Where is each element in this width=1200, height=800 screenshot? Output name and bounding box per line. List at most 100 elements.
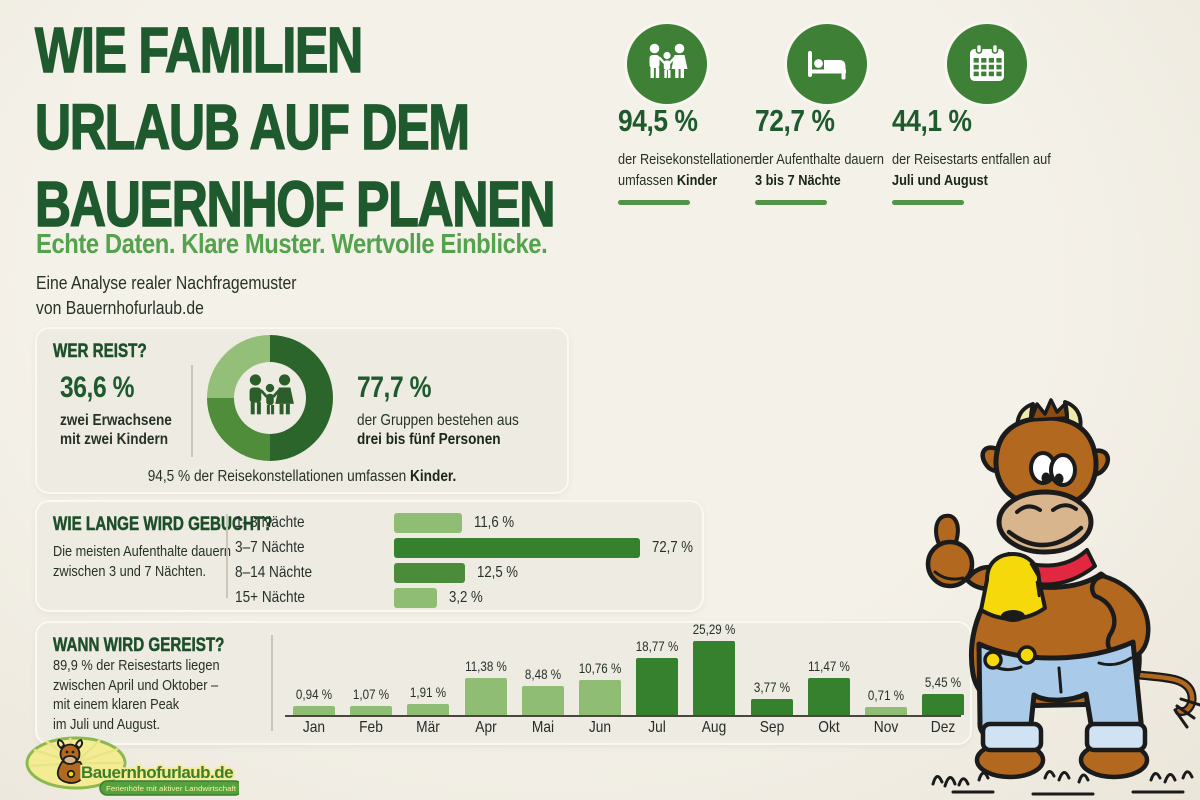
stat-travel-start: 44,1 % der Reisestarts entfallen auf Jul…: [892, 103, 1052, 205]
month-label: Okt: [818, 719, 840, 736]
bar-value: 72,7 %: [652, 539, 694, 556]
month-bar: [922, 694, 965, 715]
bar-label: 3–7 Nächte: [235, 539, 305, 556]
title-line: BAUERNHOF PLANEN: [34, 167, 556, 241]
calendar-icon: [947, 24, 1027, 104]
bar-value: 11,6 %: [474, 514, 515, 531]
stat-value: 72,7 %: [755, 103, 835, 138]
month-bar: [464, 678, 507, 715]
month-label: Aug: [702, 719, 727, 736]
month-bar: [807, 678, 850, 715]
x-axis: [285, 715, 961, 717]
month-label: Mai: [531, 719, 554, 736]
month-value: 1,91 %: [410, 685, 447, 700]
bar: [394, 588, 437, 608]
stat-travel-constellations: 94,5 % der Reisekonstellationen umfassen…: [618, 103, 758, 205]
month-label: Sep: [759, 719, 784, 736]
month-bar: [350, 706, 393, 715]
logo-tagline-text: Ferienhöfe mit aktiver Landwirtschaft: [106, 784, 237, 793]
panel-heading: WANN WIRD GEREIST?: [53, 635, 225, 657]
stat-value: 94,5 %: [618, 103, 698, 138]
vertical-divider: [191, 365, 193, 457]
month-bar: [693, 641, 736, 715]
cow-forelock: [1029, 398, 1069, 422]
panel-travel-season: WANN WIRD GEREIST? 89,9 % der Reisestart…: [35, 621, 972, 745]
who-left-label: zwei Erwachsene mit zwei Kindern: [60, 412, 172, 448]
who-right-value: 77,7 %: [357, 371, 432, 404]
donut-hole: [234, 362, 306, 434]
month-value: 11,47 %: [807, 659, 850, 674]
month-value: 5,45 %: [925, 675, 962, 690]
donut-chart: [207, 335, 333, 461]
bed-icon: [787, 24, 867, 104]
month-label: Nov: [873, 719, 899, 736]
month-label: Jan: [302, 719, 326, 736]
family-icon: [242, 370, 298, 426]
cow-head: [980, 398, 1111, 555]
vertical-divider: [226, 514, 228, 598]
month-bar: [865, 707, 907, 715]
bar-label: 1–3 Nächte: [235, 514, 305, 531]
who-caption: 94,5 % der Reisekonstellationen umfassen…: [147, 468, 457, 485]
bar: [394, 538, 640, 558]
bar-label: 8–14 Nächte: [235, 564, 313, 581]
stat-underline: [618, 200, 690, 205]
duration-bar-row: 3–7 Nächte 72,7 %: [37, 538, 702, 560]
cow-tail: [1126, 669, 1200, 729]
stat-underline: [755, 200, 827, 205]
month-label: Dez: [930, 719, 956, 736]
title-line: WIE FAMILIEN: [34, 13, 363, 87]
month-bar: [579, 680, 621, 715]
bar-label: 15+ Nächte: [235, 589, 305, 606]
stat-description: der Reisekonstellationen umfassen Kinder: [618, 151, 758, 189]
month-value: 10,76 %: [578, 661, 622, 676]
month-bar: [407, 704, 450, 715]
month-bar: [636, 658, 679, 715]
byline: Eine Analyse realer Nachfragemuster von …: [36, 270, 296, 320]
month-value: 18,77 %: [635, 639, 679, 654]
page-title: WIE FAMILIEN URLAUB AUF DEM BAUERNHOF PL…: [34, 12, 556, 243]
duration-bar-row: 8–14 Nächte 12,5 %: [37, 563, 702, 585]
vertical-divider: [271, 635, 273, 731]
month-value: 25,29 %: [693, 622, 736, 637]
month-bar: [521, 686, 564, 715]
month-label: Feb: [359, 719, 384, 736]
bar: [394, 563, 465, 583]
bar-value: 3,2 %: [449, 589, 483, 606]
cow-mascot: [925, 398, 1200, 796]
month-bar: [750, 699, 793, 715]
panel-description: 89,9 % der Reisestarts liegen zwischen A…: [53, 657, 220, 733]
who-right-label: der Gruppen bestehen aus drei bis fünf P…: [357, 412, 519, 448]
month-label: Apr: [474, 719, 497, 736]
bar: [394, 513, 462, 533]
panel-who-travels: WER REIST? 36,6 % zwei Erwachsene mit zw…: [35, 327, 569, 494]
page-subtitle: Echte Daten. Klare Muster. Wertvolle Ein…: [36, 228, 548, 259]
panel-heading: WIE LANGE WIRD GEBUCHT?: [53, 514, 273, 536]
bauernhofurlaub-logo: Bauernhofurlaub.de Ferienhöfe mit aktive…: [25, 736, 239, 796]
cow-bell: [979, 552, 1047, 622]
month-label: Jul: [648, 719, 666, 736]
stat-description: der Reisestarts entfallen auf Juli und A…: [892, 151, 1051, 189]
byline-line: Eine Analyse realer Nachfragemuster: [36, 272, 297, 293]
panel-heading: WER REIST?: [53, 341, 147, 363]
byline-line: von Bauernhofurlaub.de: [36, 297, 204, 318]
bar-value: 12,5 %: [477, 564, 519, 581]
logo-brand-text: Bauernhofurlaub.de: [81, 764, 233, 782]
who-left-value: 36,6 %: [60, 371, 135, 404]
month-value: 8,48 %: [524, 667, 561, 682]
duration-bar-row: 1–3 Nächte 11,6 %: [37, 513, 702, 535]
month-bar: [293, 706, 335, 715]
month-value: 3,77 %: [753, 680, 790, 695]
grass-tufts: [931, 770, 1194, 796]
stat-underline: [892, 200, 964, 205]
month-value: 0,71 %: [867, 688, 905, 703]
title-line: URLAUB AUF DEM: [34, 90, 470, 164]
stat-stay-duration: 72,7 % der Aufenthalte dauern 3 bis 7 Nä…: [755, 103, 895, 205]
month-value: 0,94 %: [295, 687, 333, 702]
stat-description: der Aufenthalte dauern 3 bis 7 Nächte: [755, 151, 885, 189]
panel-booking-duration: WIE LANGE WIRD GEBUCHT? Die meisten Aufe…: [35, 500, 704, 612]
duration-bar-row: 15+ Nächte 3,2 %: [37, 588, 702, 610]
stat-value: 44,1 %: [892, 103, 972, 138]
month-label: Jun: [588, 719, 612, 736]
